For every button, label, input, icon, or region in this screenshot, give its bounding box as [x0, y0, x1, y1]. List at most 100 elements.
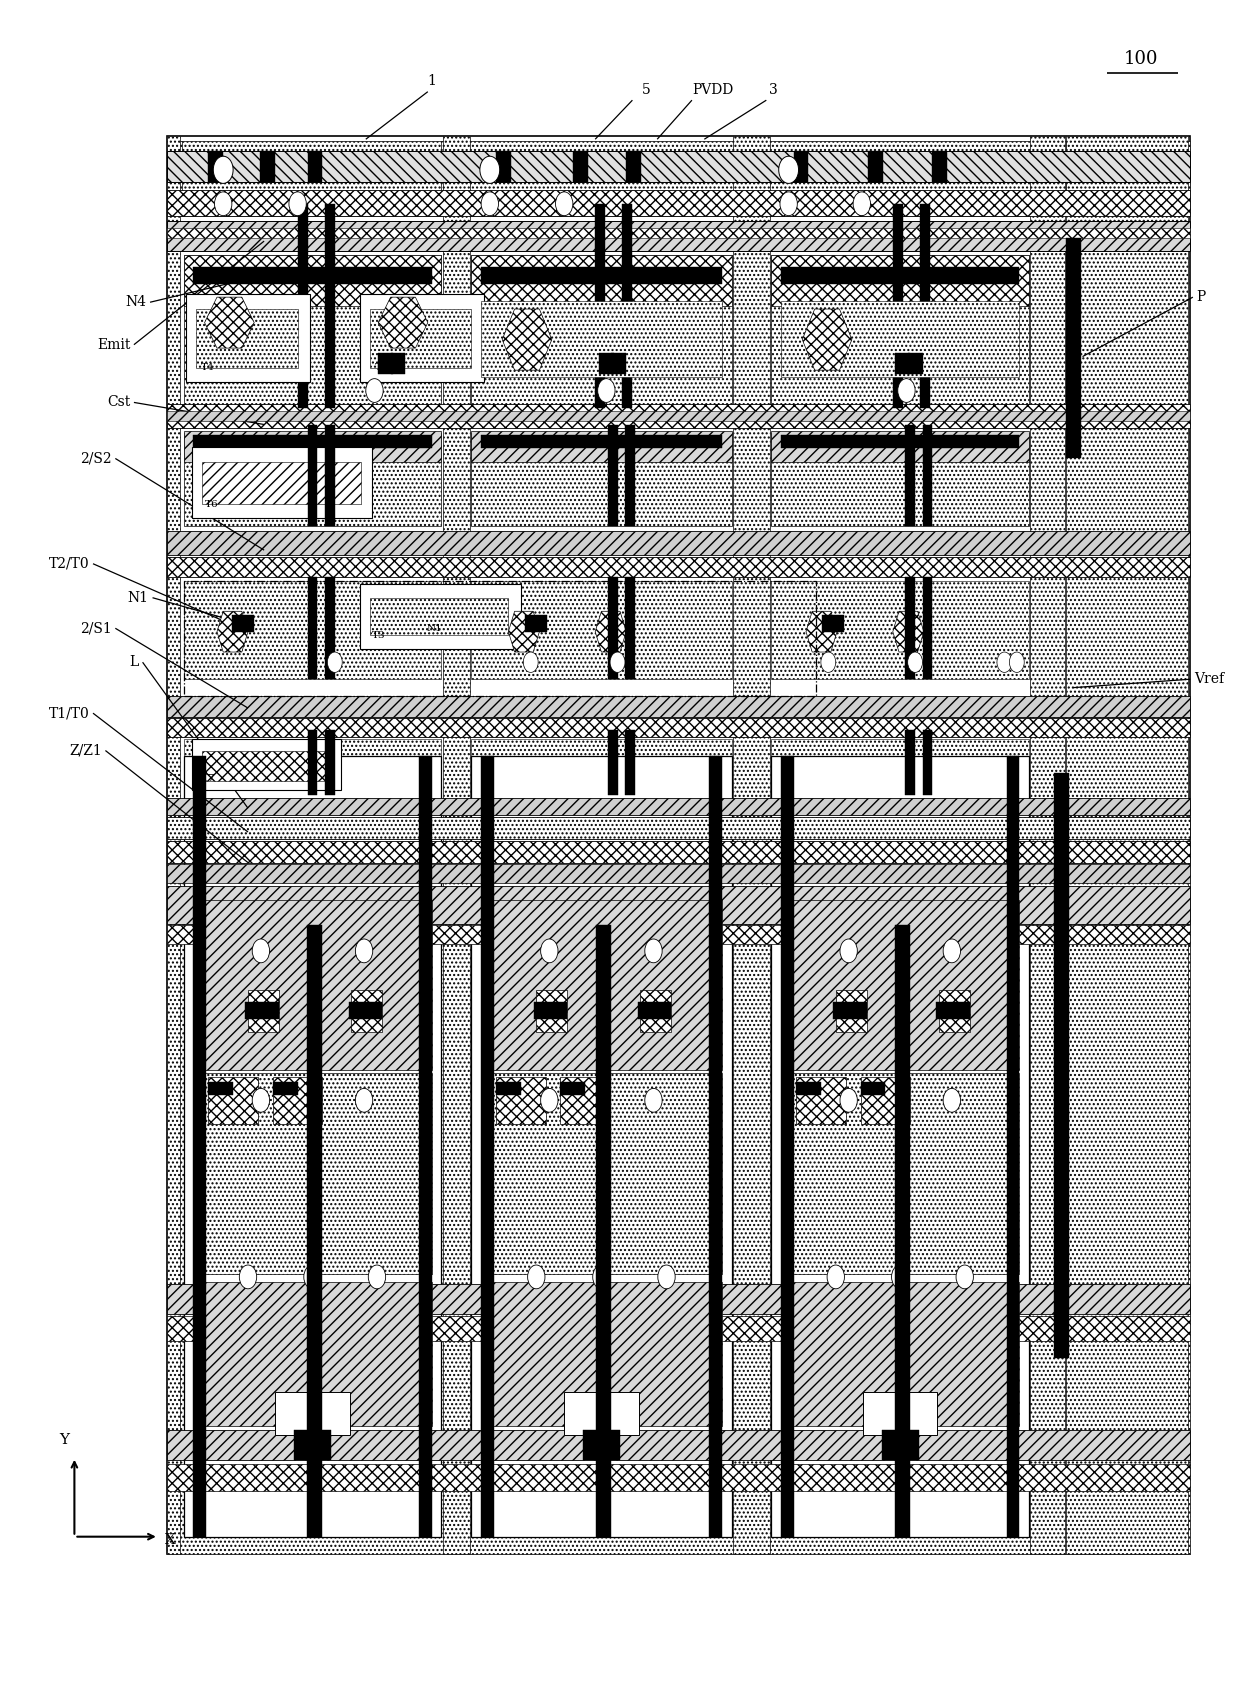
- Bar: [441, 141, 469, 216]
- Circle shape: [645, 939, 662, 963]
- Polygon shape: [205, 297, 254, 348]
- Polygon shape: [217, 611, 248, 652]
- Bar: [1007, 756, 1019, 1537]
- Bar: [833, 1002, 867, 1019]
- Bar: [167, 841, 1190, 863]
- Circle shape: [1009, 652, 1024, 672]
- Circle shape: [239, 1265, 257, 1289]
- Bar: [167, 883, 1190, 1554]
- Circle shape: [541, 939, 558, 963]
- Circle shape: [356, 939, 373, 963]
- Bar: [325, 424, 335, 526]
- Bar: [360, 584, 521, 649]
- Circle shape: [827, 1265, 844, 1289]
- Bar: [184, 433, 441, 526]
- Bar: [260, 151, 275, 182]
- Bar: [525, 615, 547, 632]
- Bar: [419, 756, 432, 1537]
- Text: X: X: [165, 1533, 176, 1547]
- Bar: [248, 990, 279, 1032]
- Circle shape: [304, 1265, 321, 1289]
- Bar: [611, 353, 626, 374]
- Text: N4: N4: [125, 295, 146, 309]
- Circle shape: [523, 652, 538, 672]
- Bar: [167, 531, 1190, 555]
- Bar: [1030, 136, 1065, 1554]
- Text: T5: T5: [374, 363, 388, 372]
- Bar: [560, 1082, 585, 1095]
- Text: P: P: [1197, 290, 1205, 304]
- Circle shape: [556, 192, 573, 216]
- Text: 5: 5: [642, 83, 651, 97]
- Bar: [868, 151, 883, 182]
- Bar: [626, 151, 641, 182]
- Bar: [308, 730, 317, 795]
- Bar: [771, 431, 1029, 462]
- Bar: [923, 577, 932, 679]
- Circle shape: [892, 1265, 909, 1289]
- Text: 1: 1: [428, 75, 436, 88]
- Bar: [273, 1077, 322, 1124]
- Bar: [895, 925, 910, 1537]
- Bar: [184, 756, 441, 1537]
- Bar: [608, 730, 618, 795]
- Bar: [734, 141, 769, 216]
- Bar: [781, 900, 1019, 1070]
- Bar: [308, 424, 317, 526]
- Circle shape: [213, 156, 233, 183]
- Bar: [496, 151, 511, 182]
- Bar: [932, 151, 947, 182]
- Bar: [471, 739, 732, 795]
- Bar: [920, 204, 930, 408]
- Bar: [167, 228, 1190, 238]
- Text: T3: T3: [372, 632, 386, 640]
- Bar: [443, 136, 470, 1554]
- Bar: [308, 577, 317, 679]
- Bar: [836, 990, 867, 1032]
- Bar: [208, 1082, 233, 1095]
- Text: 3: 3: [769, 83, 777, 97]
- Bar: [167, 136, 180, 1554]
- Bar: [637, 1002, 671, 1019]
- Bar: [202, 462, 361, 504]
- Bar: [781, 435, 1019, 448]
- Text: Cst: Cst: [107, 396, 130, 409]
- Bar: [905, 577, 915, 679]
- Bar: [481, 756, 494, 1537]
- Bar: [391, 353, 405, 374]
- Bar: [471, 255, 732, 408]
- Bar: [167, 151, 1190, 182]
- Circle shape: [327, 652, 342, 672]
- Bar: [622, 204, 632, 408]
- Circle shape: [252, 1088, 269, 1112]
- Bar: [1066, 238, 1081, 458]
- Bar: [796, 1082, 821, 1095]
- Bar: [370, 598, 508, 635]
- Bar: [1054, 773, 1069, 1358]
- Bar: [273, 1082, 298, 1095]
- Circle shape: [997, 652, 1012, 672]
- Bar: [596, 925, 611, 1537]
- Bar: [167, 190, 1190, 216]
- Bar: [167, 1464, 1190, 1491]
- Bar: [192, 739, 341, 790]
- Circle shape: [356, 1088, 373, 1112]
- Bar: [471, 431, 732, 462]
- Circle shape: [527, 1265, 544, 1289]
- Bar: [771, 255, 1029, 408]
- Bar: [608, 424, 618, 526]
- Bar: [1066, 136, 1188, 1554]
- Bar: [481, 435, 722, 448]
- Bar: [822, 615, 844, 632]
- Text: Vref: Vref: [1194, 672, 1224, 686]
- Bar: [325, 577, 335, 679]
- Bar: [481, 1282, 722, 1426]
- Bar: [496, 1082, 521, 1095]
- Bar: [771, 756, 1029, 1537]
- Bar: [608, 577, 618, 679]
- Bar: [781, 1073, 1019, 1274]
- Polygon shape: [802, 309, 852, 370]
- Bar: [167, 864, 1190, 883]
- Bar: [246, 1002, 279, 1019]
- Text: Z/Z1: Z/Z1: [69, 744, 102, 757]
